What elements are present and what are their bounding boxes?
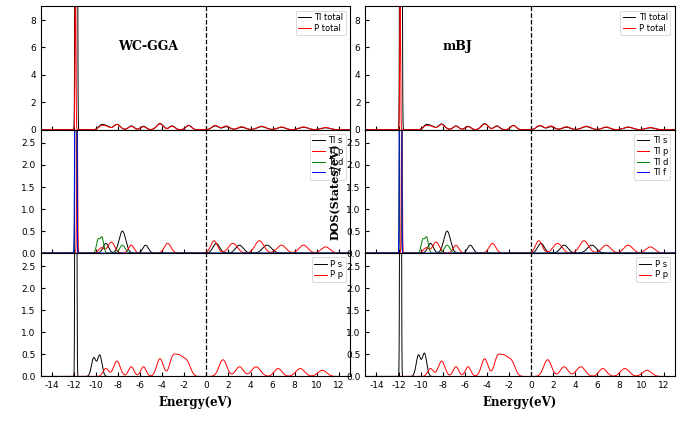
Legend: Tl s, Tl p, Tl d, Tl f: Tl s, Tl p, Tl d, Tl f — [634, 134, 671, 180]
Legend: Tl total, P total: Tl total, P total — [620, 11, 671, 35]
Text: mBJ: mBJ — [443, 39, 473, 52]
Legend: Tl s, Tl p, Tl d, Tl f: Tl s, Tl p, Tl d, Tl f — [310, 134, 346, 180]
Legend: P s, P p: P s, P p — [637, 257, 671, 282]
Legend: P s, P p: P s, P p — [312, 257, 346, 282]
Text: WC-GGA: WC-GGA — [118, 39, 178, 52]
X-axis label: Energy(eV): Energy(eV) — [483, 396, 557, 409]
X-axis label: Energy(eV): Energy(eV) — [158, 396, 233, 409]
Legend: Tl total, P total: Tl total, P total — [296, 11, 346, 35]
Y-axis label: DOS(States/eV): DOS(States/eV) — [330, 143, 340, 240]
